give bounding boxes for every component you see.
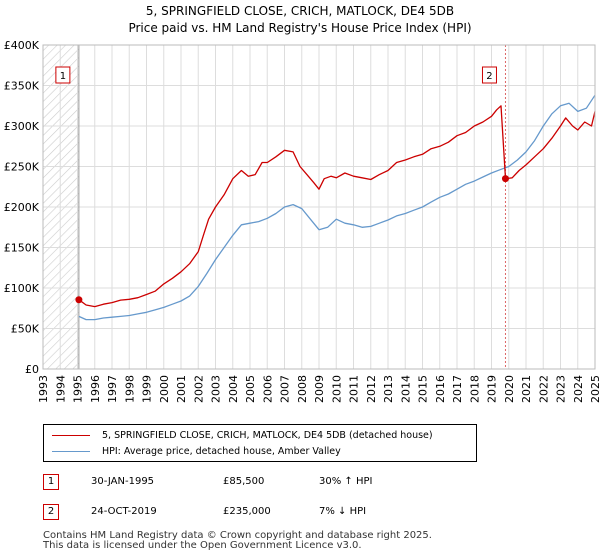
- footer-copyright: Contains HM Land Registry data © Crown c…: [43, 530, 432, 541]
- x-tick-label: 2004: [227, 375, 240, 403]
- x-tick-label: 1996: [89, 375, 102, 403]
- y-tick-label: £350K: [4, 80, 40, 93]
- x-tick-label: 2013: [382, 375, 395, 403]
- x-tick-label: 2014: [399, 375, 412, 403]
- transaction-hpi: 30% ↑ HPI: [319, 476, 373, 487]
- hpi-line: [78, 94, 596, 321]
- y-tick-label: £0: [25, 363, 39, 376]
- y-tick-label: £300K: [4, 120, 40, 133]
- x-tick-label: 2010: [330, 375, 343, 403]
- x-tick-label: 2017: [451, 375, 464, 403]
- legend-label-property: 5, SPRINGFIELD CLOSE, CRICH, MATLOCK, DE…: [102, 430, 433, 441]
- x-tick-label: 2025: [589, 375, 600, 403]
- x-tick-label: 1995: [72, 375, 85, 403]
- legend-swatch-blue: [52, 451, 90, 452]
- transaction-marker: 2: [43, 504, 59, 520]
- plot-border: [42, 44, 596, 370]
- x-tick-label: 2008: [296, 375, 309, 403]
- legend-swatch-red: [52, 435, 90, 436]
- price-chart: 1 2 £0 £50K £100K £150K £200K £250K £300K £350K £…: [4, 39, 600, 403]
- sale-point: [501, 175, 509, 183]
- x-tick-label: 1998: [123, 375, 136, 403]
- transaction-date: 30-JAN-1995: [91, 476, 155, 487]
- x-tick-label: 2006: [261, 375, 274, 403]
- x-tick-label: 2019: [486, 375, 499, 403]
- x-tick-label: 2005: [244, 375, 257, 403]
- x-tick-label: 2024: [572, 375, 585, 403]
- property-price-line: [78, 105, 596, 308]
- x-tick-label: 1997: [106, 375, 119, 403]
- x-tick-label: 2009: [313, 375, 326, 403]
- footer: Contains HM Land Registry data © Crown c…: [43, 531, 432, 551]
- y-tick-label: £100K: [4, 282, 40, 295]
- x-tick-label: 2003: [210, 375, 223, 403]
- legend-label-hpi: HPI: Average price, detached house, Ambe…: [102, 446, 341, 457]
- transaction-price: £235,000: [223, 506, 271, 517]
- x-tick-label: 1994: [54, 375, 67, 403]
- sale-point: [75, 296, 83, 304]
- annotation-box: [55, 66, 71, 84]
- x-tick-label: 2011: [348, 375, 361, 403]
- y-tick-label: £400K: [4, 39, 40, 52]
- x-tick-label: 2015: [417, 375, 430, 403]
- legend: 5, SPRINGFIELD CLOSE, CRICH, MATLOCK, DE…: [43, 424, 477, 462]
- x-tick-label: 1993: [37, 375, 50, 403]
- x-tick-label: 1999: [141, 375, 154, 403]
- y-tick-label: £200K: [4, 201, 40, 214]
- x-tick-label: 2022: [537, 375, 550, 403]
- x-tick-label: 2016: [434, 375, 447, 403]
- legend-item-hpi: HPI: Average price, detached house, Ambe…: [52, 446, 341, 457]
- transaction-marker: 1: [43, 474, 59, 490]
- annotation-box: [481, 66, 497, 84]
- transaction-price: £85,500: [223, 476, 265, 487]
- x-tick-label: 2021: [520, 375, 533, 403]
- x-tick-label: 2007: [279, 375, 292, 403]
- chart-subtitle: Price paid vs. HM Land Registry's House …: [128, 21, 472, 35]
- y-tick-label: £250K: [4, 161, 40, 174]
- y-tick-label: £150K: [4, 242, 40, 255]
- x-tick-label: 2001: [175, 375, 188, 403]
- chart-title: 5, SPRINGFIELD CLOSE, CRICH, MATLOCK, DE…: [145, 4, 455, 18]
- footer-licence: This data is licensed under the Open Gov…: [43, 540, 362, 551]
- legend-item-property: 5, SPRINGFIELD CLOSE, CRICH, MATLOCK, DE…: [52, 430, 433, 441]
- annotation-label: 1: [60, 71, 66, 82]
- x-tick-label: 2023: [555, 375, 568, 403]
- x-tick-label: 2020: [503, 375, 516, 403]
- y-tick-label: £50K: [11, 323, 40, 336]
- x-tick-label: 2012: [365, 375, 378, 403]
- transaction-date: 24-OCT-2019: [91, 506, 157, 517]
- transaction-hpi: 7% ↓ HPI: [319, 506, 367, 517]
- x-tick-label: 2002: [192, 375, 205, 403]
- x-tick-label: 2018: [468, 375, 481, 403]
- x-tick-label: 2000: [158, 375, 171, 403]
- annotation-label: 2: [486, 71, 492, 82]
